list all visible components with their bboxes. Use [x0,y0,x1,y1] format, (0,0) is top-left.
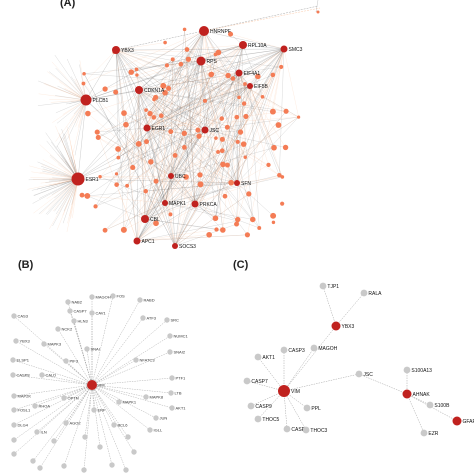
panel-c-node-label-ezr: EZR [428,431,438,437]
panel-b-node-label: IGLL [154,428,163,433]
panel-b-node-label: MAGOH [96,295,111,300]
panel-c-network: TJP1 RALA YBX3 AKT1 CASP3 MAGOH JSC S100A13 CASP… [243,282,474,437]
panel-a-hub-label: SOCS3 [179,244,196,250]
panel-c-node-label-ppl: PPL [311,406,321,412]
panel-b-node-label: NAB2 [72,300,83,305]
panel-a-edges [27,0,321,247]
panel-a-hub-label: HNRNPF [210,29,231,35]
panel-b-node-label: HLN3 [78,319,89,324]
panel-c-node-label-casp6: CASP6 [291,427,308,433]
panel-a-hub-label: EGR1 [152,126,166,132]
panel-a-labels: HNRNPF YBX3 RPL10A SMC3 RPS EIF4A1 EIF5B PLCB1 C… [86,29,303,250]
panel-b-node-label: AKT1 [176,406,187,411]
panel-b-node-label: PIF3 [70,359,79,364]
panel-a-label: (A) [60,0,76,9]
panel-a-hub-label: CDKN1A [144,88,165,94]
panel-c-node-label-jsc: JSC [363,372,373,378]
panel-b-node-label: ELSP1 [17,358,30,363]
panel-a-hub-label: ESR1 [86,177,99,183]
panel-c-node-label-vim: VIM [291,389,300,395]
panel-c-node-label-ybx3: YBX3 [342,324,355,330]
panel-a-hub-label: SMC3 [289,47,303,53]
panel-b-node-label: CASP7 [74,309,88,314]
panel-b-node-label: NFATC3 [140,358,156,363]
panel-b-node-label: MAPK1 [123,400,137,405]
panel-a-network: HNRNPF YBX3 RPL10A SMC3 RPS EIF4A1 EIF5B PLCB1 C… [27,0,321,250]
panel-b-node-label: CAV1 [96,311,107,316]
panel-b-node-label: NUMC1 [174,334,189,339]
panel-b-node-label: DLG4 [18,423,29,428]
panel-b-node-label: MAPK8 [150,395,164,400]
panel-a-nodes [71,10,320,249]
panel-a-hub-label: EIF4A1 [244,71,261,77]
panel-b-label: (B) [18,259,34,271]
panel-c-nodes: TJP1 RALA YBX3 AKT1 CASP3 MAGOH JSC S100A13 CASP… [243,282,474,437]
panel-b-node-label: ILN [41,430,47,435]
panel-a-hub-label: RPL10A [248,43,267,49]
panel-b-node-label: YBX3 [20,339,31,344]
panel-b-node-label: CASP8 [17,373,31,378]
panel-c-node-label-s100b: S100B [434,403,450,409]
panel-b-node-label: CAS3 [18,314,29,319]
panel-b-node-label: FOS [117,294,126,299]
panel-a-hub-label: SFN [241,181,251,187]
panel-b-node-label: RABD [144,298,155,303]
panel-b-center-label: VIM [98,383,105,388]
panel-a-hub-label: YBX3 [121,48,134,54]
panel-b-network: MAGOH FOS NAB2 RABD CASP7 CAV1 ATF3 CAS3 HLN3 SRC… [10,293,189,473]
panel-a-hub-label: APC1 [142,239,155,245]
panel-c-node-label-magoh: MAGOH [318,346,337,352]
panel-b-node-label: SNAI [91,347,100,352]
panel-c-node-label-akt1: AKT1 [262,355,275,361]
panel-a-hub-label: PLCB1 [93,98,109,104]
panel-b-node-label: ERF [98,408,107,413]
panel-b-node-label: ATF3 [147,316,157,321]
panel-a-hub-label: PRKCA [200,202,218,208]
panel-b-node-label: PTF1 [176,376,187,381]
panel-a-hub-label: CBL [150,217,160,223]
panel-c-label: (C) [233,259,249,271]
panel-a-hub-label: EIF5B [254,84,269,90]
panel-c-edges [246,285,458,434]
panel-c-node-label-thoc5: THOC5 [262,417,279,423]
panel-a-hub-label: JSC [210,128,220,134]
panel-c-node-label-tjp1: TJP1 [327,284,339,290]
panel-b-node-label: AGO2 [70,421,82,426]
panel-c-node-label-rala: RALA [368,291,382,297]
panel-b-node-label: JUN [160,416,168,421]
panel-a-hub-label: RPS [207,59,218,65]
panel-b-nodes: MAGOH FOS NAB2 RABD CASP7 CAV1 ATF3 CAS3 HLN3 SRC… [10,293,189,473]
panel-b-node-label: OPTN [68,396,79,401]
panel-b-node-label: SRC [171,318,180,323]
panel-c-node-label-ahnak: AHNAK [413,392,431,398]
panel-b-node-label: MAPK3 [48,342,62,347]
panel-c-node-label-casp9: CASP9 [255,404,272,410]
panel-a-hub-label: MAPK1 [169,201,186,207]
panel-b-node-label: BCL6 [118,423,129,428]
panel-b-node-label: CALD [46,373,57,378]
panel-a-hub-label: UBC [175,174,186,180]
panel-c-node-label-thoc3: THOC3 [310,428,327,434]
panel-c-node-label-casp7: CASP7 [251,379,268,385]
panel-b-node-label: SNAI2 [174,350,186,355]
panel-c-node-label-casp3: CASP3 [288,348,305,354]
panel-c-node-label-s100a13: S100A13 [411,368,432,374]
panel-c-node-label-gfap: GFAP [463,419,474,425]
panel-b-node-label: LTB [175,391,182,396]
panel-b-node-label: NCK2 [62,327,73,332]
panel-b-node-label: MAP2K [18,394,32,399]
panel-b-node-label: FOSL1 [18,408,31,413]
panel-b-node-label: RHOA [39,404,51,409]
